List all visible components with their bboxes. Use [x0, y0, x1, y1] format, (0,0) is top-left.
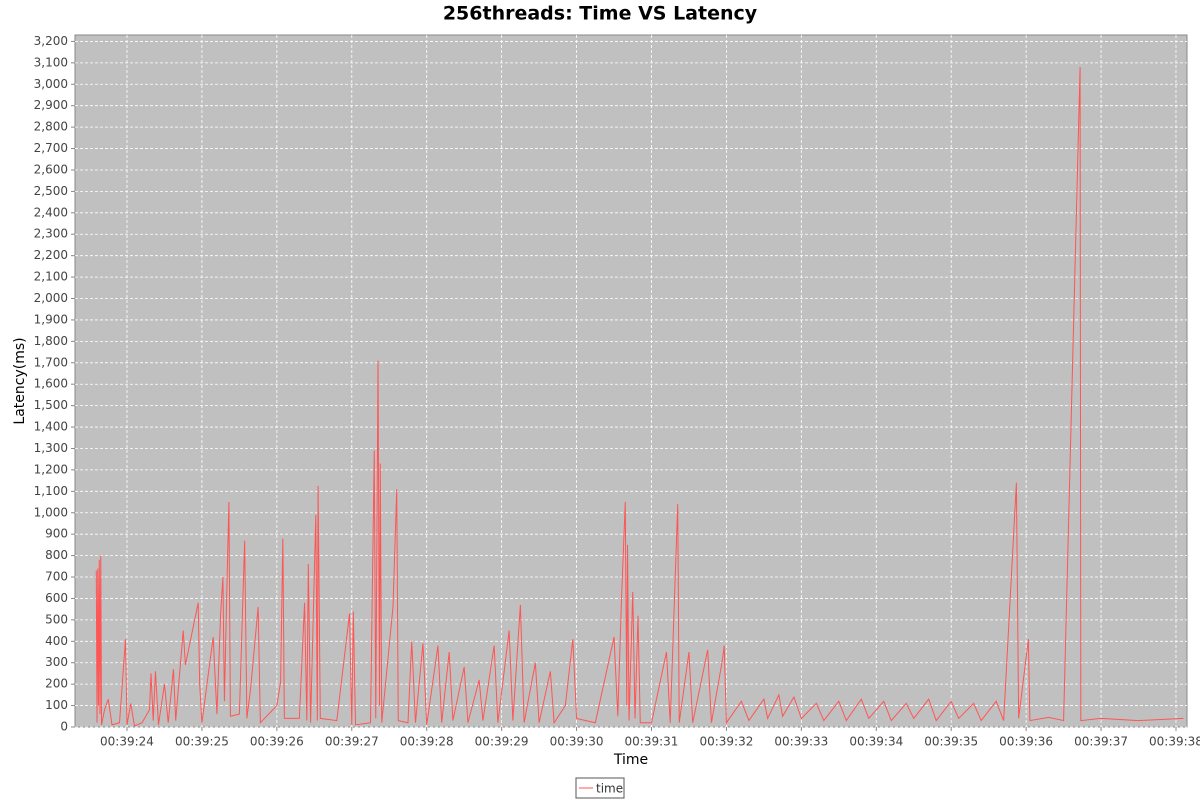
y-tick-label: 1,900	[34, 312, 68, 326]
x-tick-label: 00:39:32	[699, 735, 753, 749]
y-tick-label: 2,500	[34, 184, 68, 198]
y-tick-label: 1,200	[34, 462, 68, 476]
x-tick-label: 00:39:38	[1149, 735, 1200, 749]
legend-label: time	[596, 782, 623, 796]
y-tick-label: 1,600	[34, 377, 68, 391]
y-tick-label: 2,300	[34, 227, 68, 241]
x-tick-label: 00:39:35	[924, 735, 978, 749]
y-tick-label: 2,400	[34, 205, 68, 219]
y-tick-label: 1,700	[34, 355, 68, 369]
y-tick-label: 600	[45, 591, 68, 605]
legend-box	[575, 777, 625, 799]
y-tick-label: 500	[45, 612, 68, 626]
y-tick-label: 100	[45, 698, 68, 712]
x-tick-label: 00:39:24	[100, 735, 154, 749]
y-tick-label: 3,100	[34, 55, 68, 69]
x-tick-label: 00:39:25	[175, 735, 229, 749]
y-axis-title: Latency(ms)	[12, 337, 28, 424]
chart-layer: 0 100 200 300 400 500 600 700 800 900 1,000 1,100 1,…	[34, 34, 1200, 749]
y-tick-label: 1,000	[34, 505, 68, 519]
y-tick-label: 1,500	[34, 398, 68, 412]
y-tick-label: 3,200	[34, 34, 68, 48]
y-tick-label: 2,000	[34, 291, 68, 305]
x-tick-label: 00:39:27	[325, 735, 379, 749]
y-tick-label: 400	[45, 634, 68, 648]
y-tick-label: 700	[45, 570, 68, 584]
y-tick-label: 200	[45, 677, 68, 691]
line-series	[95, 67, 1184, 727]
x-tick-label: 00:39:28	[400, 735, 454, 749]
x-tick-label: 00:39:29	[475, 735, 529, 749]
x-tick-label: 00:39:26	[250, 735, 304, 749]
y-tick-label: 1,300	[34, 441, 68, 455]
y-tick-label: 3,000	[34, 77, 68, 91]
y-tick-label: 1,100	[34, 484, 68, 498]
y-tick-label: 800	[45, 548, 68, 562]
y-tick-label: 1,400	[34, 420, 68, 434]
y-tick-label: 900	[45, 527, 68, 541]
y-tick-label: 2,900	[34, 98, 68, 112]
x-tick-label: 00:39:36	[999, 735, 1053, 749]
x-tick-label: 00:39:31	[625, 735, 679, 749]
plot-area	[74, 34, 1188, 728]
x-tick-label: 00:39:34	[849, 735, 903, 749]
y-tick-label: 0	[60, 720, 68, 734]
y-tick-label: 2,800	[34, 120, 68, 134]
x-axis-title: Time	[613, 752, 648, 768]
chart-title: 256threads: Time VS Latency	[443, 3, 758, 25]
x-tick-label: 00:39:30	[550, 735, 604, 749]
y-tick-label: 2,600	[34, 162, 68, 176]
y-tick-label: 2,700	[34, 141, 68, 155]
y-tick-label: 2,100	[34, 270, 68, 284]
y-tick-label: 1,800	[34, 334, 68, 348]
x-tick-label: 00:39:37	[1074, 735, 1128, 749]
y-tick-label: 2,200	[34, 248, 68, 262]
x-tick-label: 00:39:33	[774, 735, 828, 749]
legend: time	[575, 777, 625, 799]
y-tick-label: 300	[45, 655, 68, 669]
